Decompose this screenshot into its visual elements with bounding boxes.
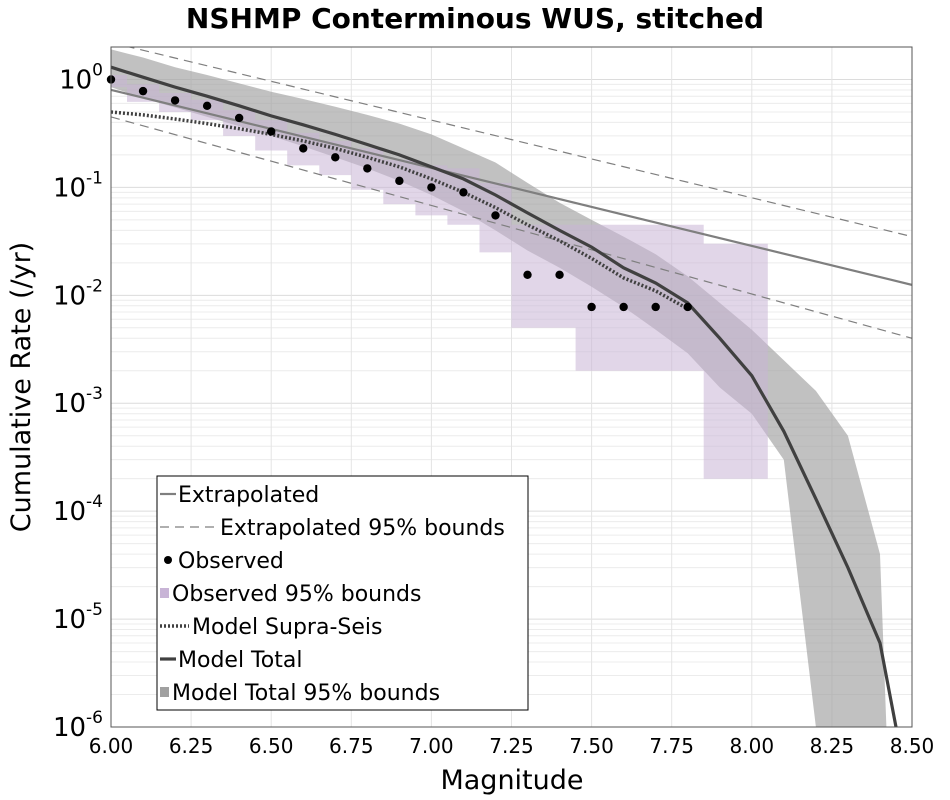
observed-95-band	[111, 75, 768, 479]
legend-swatch	[164, 556, 172, 564]
legend-swatch	[160, 588, 169, 598]
x-tick-label: 8.25	[810, 734, 855, 758]
observed-point	[491, 211, 500, 220]
x-tick-label: 7.25	[489, 734, 534, 758]
legend-item: Extrapolated	[160, 483, 319, 508]
legend-item: Extrapolated 95% bounds	[160, 516, 505, 541]
y-tick-label: 10-6	[53, 708, 103, 743]
x-tick-label: 7.75	[649, 734, 694, 758]
x-tick-label: 6.75	[329, 734, 374, 758]
observed-point	[427, 183, 436, 192]
legend-label: Extrapolated 95% bounds	[220, 516, 505, 541]
observed-point	[267, 127, 276, 136]
legend-label: Observed	[178, 549, 284, 574]
plot-frame	[110, 46, 913, 728]
model-total-line	[111, 65, 898, 727]
observed-point	[651, 302, 660, 312]
y-axis-ticks: 100 10-1 10-2 10-3 10-4 10-5 10-6	[53, 60, 103, 743]
x-tick-label: 8.50	[890, 734, 935, 758]
legend-item: Observed 95% bounds	[160, 582, 421, 607]
observed-point	[587, 302, 596, 312]
legend-item: Model Total 95% bounds	[160, 681, 440, 706]
legend-item: Model Supra-Seis	[160, 615, 382, 640]
extrapolated-lower-bound-line	[111, 116, 912, 339]
observed-point	[234, 113, 244, 123]
observed-point	[459, 188, 468, 197]
observed-point	[523, 270, 532, 279]
x-tick-label: 7.00	[409, 734, 454, 758]
observed-point	[363, 164, 372, 173]
extrapolated-line	[111, 88, 912, 286]
y-tick-label: 100	[59, 60, 103, 95]
y-tick-label: 10-4	[53, 492, 103, 527]
x-axis-label: Magnitude	[440, 765, 583, 796]
x-tick-label: 6.25	[169, 734, 214, 758]
x-tick-label: 6.50	[249, 734, 294, 758]
x-axis-ticks: 6.00 6.25 6.50 6.75 7.00 7.25 7.50 7.75 8.00 8.25…	[89, 734, 935, 758]
legend-label: Model Total	[178, 648, 302, 673]
legend-label: Model Total 95% bounds	[172, 681, 440, 706]
y-tick-label: 10-5	[53, 600, 103, 635]
x-tick-label: 7.50	[569, 734, 614, 758]
lines-layer	[111, 47, 912, 727]
legend: Extrapolated Extrapolated 95% bounds Obser…	[156, 475, 529, 711]
observed-point	[683, 302, 692, 312]
legend-label: Model Supra-Seis	[192, 615, 382, 640]
observed-point	[331, 153, 340, 162]
legend-item: Observed	[164, 549, 284, 574]
legend-box	[156, 475, 529, 711]
legend-swatch	[160, 687, 169, 697]
observed-point	[299, 144, 308, 153]
observed-point	[170, 96, 180, 105]
x-tick-label: 6.00	[89, 734, 134, 758]
observed-point	[395, 176, 404, 186]
legend-label: Extrapolated	[178, 483, 319, 508]
model-supra-seis-line	[111, 110, 689, 311]
observed-point	[138, 86, 148, 96]
y-tick-label: 10-1	[53, 168, 103, 203]
legend-item: Model Total	[160, 648, 302, 673]
y-axis-label: Cumulative Rate (/yr)	[6, 242, 37, 532]
observed-point	[555, 270, 564, 279]
observed-point	[619, 302, 628, 312]
points-layer	[106, 75, 692, 312]
x-tick-label: 8.00	[730, 734, 775, 758]
y-tick-label: 10-2	[53, 276, 103, 311]
y-tick-label: 10-3	[53, 384, 103, 419]
chart-title: NSHMP Conterminous WUS, stitched	[186, 2, 764, 35]
extrapolated-upper-bound-line	[127, 47, 912, 238]
legend-label: Observed 95% bounds	[172, 582, 421, 607]
observed-point	[202, 101, 212, 111]
